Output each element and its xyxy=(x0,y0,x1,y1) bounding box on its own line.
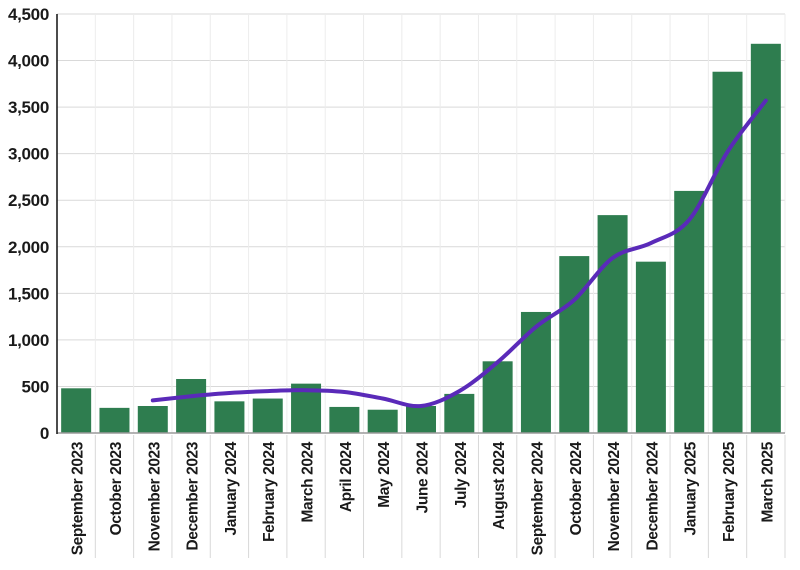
x-axis-label-january-2025: January 2025 xyxy=(683,441,700,535)
y-axis-label: 0 xyxy=(40,424,49,443)
bar-september-2024 xyxy=(520,311,551,433)
x-axis-label-february-2025: February 2025 xyxy=(721,441,738,542)
x-axis-label-january-2024: January 2024 xyxy=(223,441,240,535)
x-axis-label-may-2024: May 2024 xyxy=(376,441,393,508)
y-axis-label: 4,500 xyxy=(8,5,49,24)
x-axis-label-august-2024: August 2024 xyxy=(491,441,508,530)
x-axis-label-april-2024: April 2024 xyxy=(338,441,355,512)
y-axis-label: 1,500 xyxy=(8,284,49,303)
bar-november-2023 xyxy=(137,405,168,433)
y-axis-label: 2,500 xyxy=(8,191,49,210)
x-axis-label-december-2024: December 2024 xyxy=(644,441,661,550)
x-axis-label-october-2023: October 2023 xyxy=(108,441,125,535)
y-axis-label: 3,500 xyxy=(8,98,49,117)
bar-december-2023 xyxy=(176,378,207,433)
x-axis-label-september-2024: September 2024 xyxy=(529,441,546,555)
x-axis-label-february-2024: February 2024 xyxy=(261,441,278,542)
x-axis-label-june-2024: June 2024 xyxy=(415,441,432,513)
x-axis-label-november-2024: November 2024 xyxy=(606,441,623,551)
bar-may-2024 xyxy=(367,409,398,433)
x-axis-label-november-2023: November 2023 xyxy=(146,441,163,551)
x-axis-label-september-2023: September 2023 xyxy=(70,441,87,555)
bar-june-2024 xyxy=(406,405,436,433)
bar-november-2024 xyxy=(597,215,628,433)
y-axis-label: 1,000 xyxy=(8,331,49,350)
bar-february-2024 xyxy=(252,398,283,433)
x-axis-label-july-2024: July 2024 xyxy=(453,441,470,508)
y-axis-label: 2,000 xyxy=(8,238,49,257)
bar-july-2024 xyxy=(444,393,475,433)
x-axis-label-december-2023: December 2023 xyxy=(185,441,202,550)
bar-september-2023 xyxy=(61,388,92,433)
bar-october-2023 xyxy=(99,407,130,433)
bar-december-2024 xyxy=(635,261,666,433)
trend-line xyxy=(150,98,768,409)
x-axis-label-march-2024: March 2024 xyxy=(300,441,317,522)
bar-april-2024 xyxy=(329,406,360,433)
y-axis-label: 3,000 xyxy=(8,145,49,164)
y-axis-label: 4,000 xyxy=(8,52,49,71)
bar-march-2025 xyxy=(750,43,781,433)
bar-january-2024 xyxy=(214,401,245,433)
y-axis-label: 500 xyxy=(22,377,49,396)
x-axis-label-march-2025: March 2025 xyxy=(759,441,776,522)
bar-october-2024 xyxy=(559,256,590,433)
x-axis-label-october-2024: October 2024 xyxy=(568,441,585,535)
bar-august-2024 xyxy=(482,361,513,433)
bar-february-2025 xyxy=(712,71,743,434)
